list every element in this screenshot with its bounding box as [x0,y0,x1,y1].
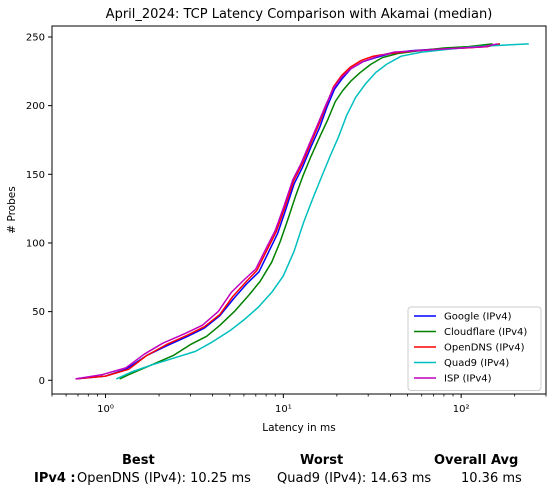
best-value: OpenDNS (IPv4): 10.25 ms [77,471,251,486]
x-tick-label: 10⁰ [97,404,114,415]
x-tick-label: 10² [453,404,470,415]
best-header: Best [122,453,155,468]
x-axis-label: Latency in ms [262,422,335,434]
legend-label: Google (IPv4) [444,312,512,323]
ipv4-row-label: IPv4 : [34,471,76,486]
y-axis-label: # Probes [6,186,18,233]
legend-label: Quad9 (IPv4) [444,358,509,369]
overall-avg-header: Overall Avg [434,453,519,468]
series-line-1 [119,43,493,380]
worst-header: Worst [300,453,344,468]
x-axis: 10⁰ 10¹ 10² [51,394,547,415]
overall-avg-value: 10.36 ms [461,471,522,486]
y-axis: 0 50 100 150 200 250 [26,32,52,387]
summary-panel: Best Worst Overall Avg IPv4 : OpenDNS (I… [0,448,555,496]
chart-title: April_2024: TCP Latency Comparison with … [106,7,493,22]
worst-value: Quad9 (IPv4): 14.63 ms [277,471,432,486]
latency-chart: April_2024: TCP Latency Comparison with … [6,7,547,434]
series-line-3 [115,43,529,380]
y-tick-label: 250 [26,32,45,43]
y-tick-label: 150 [26,170,45,181]
y-tick-label: 200 [26,101,45,112]
series-line-4 [75,43,498,380]
legend-box [407,306,542,391]
legend: Google (IPv4) Cloudflare (IPv4) OpenDNS (I… [407,306,542,391]
x-tick-label: 10¹ [275,404,292,415]
y-tick-label: 100 [26,238,45,249]
plot-area [75,43,529,380]
legend-label: ISP (IPv4) [444,374,492,385]
series-line-2 [75,43,500,380]
y-tick-label: 0 [39,376,45,387]
legend-label: OpenDNS (IPv4) [444,343,525,354]
y-tick-label: 50 [32,307,45,318]
plot-frame [51,25,547,395]
legend-label: Cloudflare (IPv4) [444,327,527,338]
